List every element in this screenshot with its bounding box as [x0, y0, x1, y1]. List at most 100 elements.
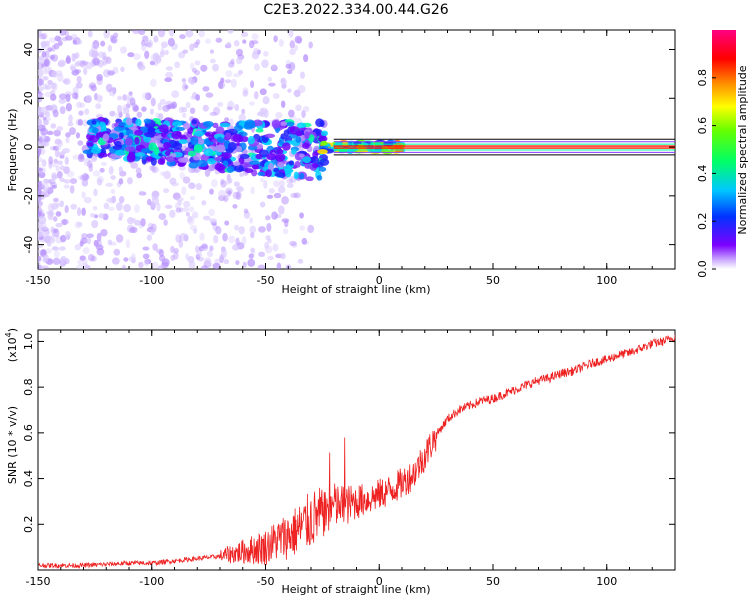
spectrogram-blob [127, 151, 136, 161]
spectrogram-noise-dot [70, 33, 78, 39]
spectrogram-noise-dot [234, 104, 240, 112]
spectrogram-noise-dot [291, 242, 298, 248]
spectrogram-blob [135, 118, 142, 127]
spectrogram-blob [274, 172, 286, 178]
spectrogram-noise-dot [167, 103, 176, 110]
snr-scale-exponent: 4 [4, 332, 13, 337]
spectrogram-noise-dot [111, 195, 116, 204]
spectrogram-noise-dot [195, 183, 203, 191]
top-x-axis: -150 -100 -50 0 50 100 [26, 30, 676, 287]
spectrogram-noise-dot [38, 200, 44, 206]
spectrogram-noise-dot [38, 55, 44, 63]
spectrogram-blob [267, 163, 274, 172]
spectrogram-noise-dot [302, 105, 310, 113]
spectrogram-noise-dot [132, 53, 141, 60]
spectrogram-noise-dot [82, 119, 89, 127]
spectrogram-noise-dot [175, 207, 182, 213]
spectrogram-noise-dot [212, 262, 221, 269]
spectrogram-noise-dot [116, 104, 123, 114]
spectrogram-noise-dot [238, 225, 245, 235]
snr-scale-close: ) [6, 328, 19, 332]
spectrogram-noise-dot [91, 219, 99, 229]
spectrogram-noise-dot [77, 154, 85, 163]
bottom-y-axis: 0.2 0.4 0.6 0.8 1.0 [22, 333, 675, 533]
spectrogram-noise-dot [218, 195, 226, 202]
spectrogram-noise-dot [238, 113, 247, 122]
spectrogram-noise-dot [288, 30, 294, 38]
y-tick-label: 20 [22, 91, 35, 105]
spectrogram-noise-dot [81, 60, 89, 66]
spectrogram-noise-dot [157, 102, 162, 111]
spectrogram-noise-dot [259, 88, 267, 96]
spectrogram-noise-dot [293, 192, 301, 199]
spectrogram-blob [312, 163, 319, 169]
spectrogram-noise-dot [156, 248, 164, 254]
spectrogram-noise-dot [164, 204, 173, 209]
spectrogram-noise-dot [69, 177, 78, 185]
spectrogram-noise-dot [96, 74, 103, 81]
spectrogram-panel: -150 -100 -50 0 50 100 40 20 0 -20 -40 Height of … [6, 29, 676, 296]
spectrogram-noise-dot [79, 255, 86, 261]
spectrogram-noise-dot [75, 132, 81, 139]
spectrogram-noise-dot [233, 39, 240, 47]
spectrogram-noise-dot [65, 136, 70, 144]
spectrogram-blob [191, 119, 197, 125]
spectrogram-blob [240, 136, 249, 143]
spectrogram-noise-dot [65, 231, 71, 240]
spectrogram-noise-dot [265, 215, 271, 221]
spectrogram-noise-dot [261, 59, 269, 69]
y-tick-label: 0 [22, 144, 35, 151]
spectrogram-noise-dot [224, 79, 232, 84]
spectrogram-noise-dot [235, 48, 244, 57]
spectrogram-noise-dot [108, 197, 117, 204]
spectrogram-noise-dot [76, 221, 83, 227]
spectrogram-noise-dot [167, 37, 175, 47]
spectrogram-noise-dot [227, 30, 234, 34]
spectrogram-noise-dot [118, 196, 125, 204]
spectrogram-noise-dot [86, 233, 94, 239]
spectrogram-noise-dot [232, 244, 240, 251]
spectrogram-blob [114, 150, 126, 156]
spectrogram-blob [295, 130, 303, 137]
colorbar-tick-label: 0.6 [696, 117, 709, 135]
spectrogram-noise-dot [59, 200, 65, 208]
spectrogram-noise-dot [127, 52, 135, 58]
spectrogram-noise-dot [76, 207, 82, 217]
spectrogram-blob [99, 152, 108, 158]
spectrogram-blob [281, 142, 291, 151]
spectrogram-noise-dot [144, 258, 152, 265]
snr-panel: -150 -100 -50 0 50 100 0.2 0.4 0.6 0.8 1.0 Height… [4, 328, 676, 596]
spectrogram-noise-dot [52, 145, 59, 151]
spectrogram-noise-dot [53, 158, 59, 164]
spectrogram-noise-dot [138, 191, 147, 196]
spectrogram-blob [109, 153, 119, 160]
spectrogram-blob [215, 126, 225, 135]
spectrogram-noise-dot [295, 104, 302, 112]
spectrogram-blob [244, 119, 256, 129]
spectrogram-blob [208, 164, 216, 172]
spectrogram-blob [286, 121, 295, 127]
spectrogram-noise-dot [46, 130, 54, 136]
spectrogram-blob [299, 172, 305, 180]
spectrogram-noise-dot [299, 212, 304, 219]
spectrogram-noise-dot [297, 85, 306, 94]
spectrogram-blob [264, 133, 276, 139]
spectrogram-noise-dot [38, 86, 44, 92]
x-tick-label: 50 [486, 575, 500, 588]
spectrogram-noise-dot [107, 44, 113, 53]
spectrogram-noise-dot [173, 247, 180, 254]
spectrogram-blob [190, 136, 199, 146]
spectrogram-blob [125, 137, 133, 146]
spectrogram-noise-dot [81, 232, 88, 240]
spectrogram-noise-dot [260, 107, 268, 115]
x-tick-label: -100 [139, 575, 164, 588]
spectrogram-noise-dot [85, 61, 93, 70]
spectrogram-noise-dot [108, 87, 116, 97]
spectrogram-noise-dot [278, 38, 284, 47]
spectrogram-blob [118, 122, 127, 127]
bottom-x-axis-label: Height of straight line (km) [281, 583, 430, 596]
spectrogram-noise-dot [249, 101, 255, 106]
spectrogram-noise-dot [98, 51, 105, 59]
spectrogram-noise-dot [279, 180, 285, 188]
spectrogram-noise-dot [230, 78, 237, 88]
